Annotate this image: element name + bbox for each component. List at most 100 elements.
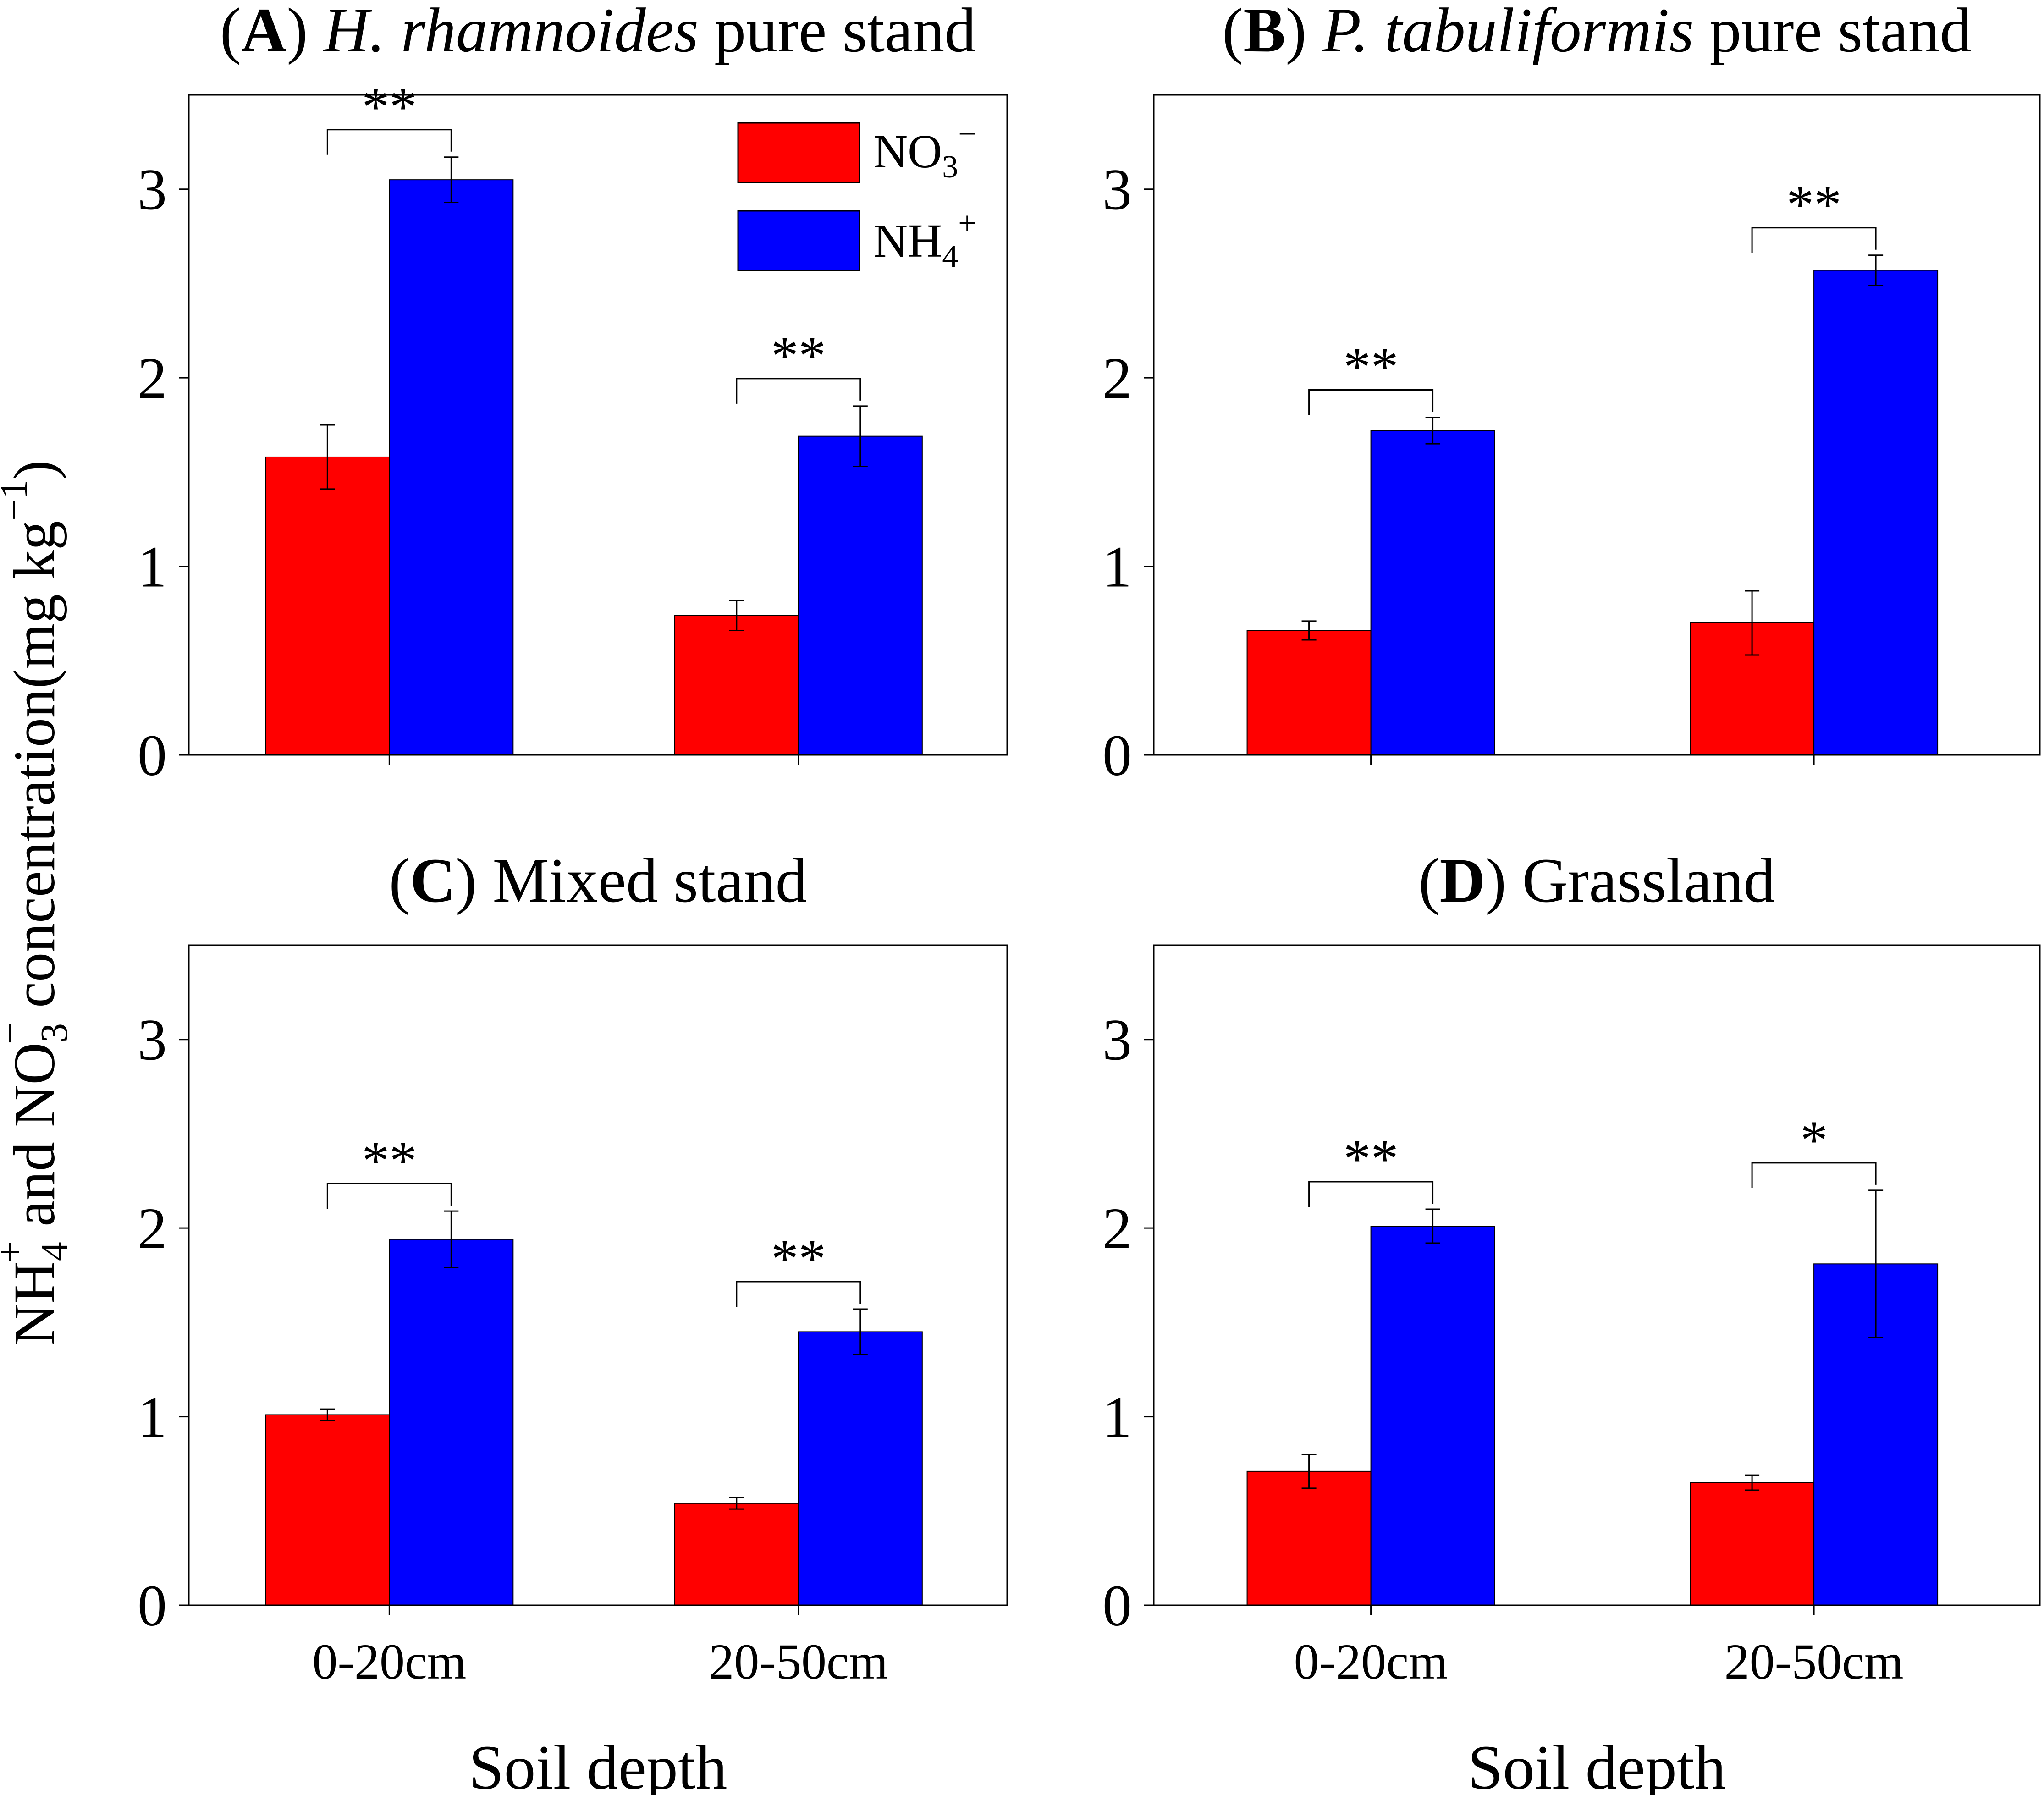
panel-title-part: ) xyxy=(286,0,323,65)
y-tick-label: 2 xyxy=(1102,346,1132,411)
bar-no3-1 xyxy=(1246,1470,1372,1606)
bar-no3-1 xyxy=(1246,630,1372,755)
significance-bracket xyxy=(736,378,861,404)
panel-title-part: pure stand xyxy=(1694,0,1972,65)
panel-title-part: B xyxy=(1243,0,1285,65)
legend-nh4-sub: 4 xyxy=(942,239,958,274)
bar-nh4-1 xyxy=(389,1239,514,1606)
y-label-sup: − xyxy=(0,1023,32,1044)
panel-title-part: ( xyxy=(389,845,410,915)
y-tick-label: 1 xyxy=(138,1385,167,1450)
panel-title-part: Mixed stand xyxy=(493,845,807,915)
significance-label: ** xyxy=(362,76,417,137)
bar-nh4-1 xyxy=(1370,1226,1495,1606)
panel-title-part: A xyxy=(241,0,287,65)
significance-bracket xyxy=(326,1183,452,1209)
panel-d: (D) Grassland 0 1 2 3 ** 0-20cm * 20-50cm Soil de… xyxy=(1102,845,2041,1795)
y-label-part: and NO xyxy=(2,1042,67,1241)
bar-nh4-2 xyxy=(1813,270,1939,756)
legend-no3-sup: − xyxy=(958,116,976,152)
x-axis-label: Soil depth xyxy=(1468,1732,1726,1795)
bar-nh4-1 xyxy=(389,179,514,756)
y-tick-label: 0 xyxy=(1102,723,1132,788)
x-axis-label: Soil depth xyxy=(469,1732,727,1795)
significance-bracket xyxy=(1751,227,1877,253)
panel-title: (C) Mixed stand xyxy=(389,845,807,915)
y-label-sup: −1 xyxy=(0,480,35,521)
bar-no3-2 xyxy=(674,615,799,755)
panel-title-part: ( xyxy=(220,0,241,65)
panel-title-part: ( xyxy=(1419,845,1440,915)
significance-label: ** xyxy=(1344,1128,1399,1189)
panel-title-part: ) xyxy=(1285,0,1322,65)
y-label-sub: 3 xyxy=(33,1023,76,1042)
y-tick-label: 2 xyxy=(1102,1196,1132,1261)
y-tick-label: 1 xyxy=(1102,534,1132,600)
y-tick-label: 1 xyxy=(138,534,167,600)
y-tick-label: 0 xyxy=(1102,1573,1132,1638)
significance-label: ** xyxy=(362,1130,417,1191)
plot-frame xyxy=(1153,944,2041,1606)
y-tick-label: 2 xyxy=(138,1196,167,1261)
legend-no3-sub: 3 xyxy=(942,149,958,185)
significance-label: ** xyxy=(771,325,826,386)
y-tick-label: 3 xyxy=(138,157,167,222)
legend-nh4-base: NH xyxy=(873,215,942,267)
plot-frame xyxy=(188,94,1008,756)
y-label-part: concentration(mg kg xyxy=(2,521,67,1023)
y-tick-label: 0 xyxy=(138,1573,167,1638)
significance-label: ** xyxy=(1786,174,1841,235)
panel-title-part: pure stand xyxy=(699,0,976,65)
y-tick-label: 2 xyxy=(138,346,167,411)
y-tick-label: 3 xyxy=(1102,157,1132,222)
legend-label-no3: NO3− xyxy=(873,116,976,185)
panel-title: (B) P. tabuliformis pure stand xyxy=(1222,0,1971,65)
panel-c: (C) Mixed stand 0 1 2 3 ** 0-20cm ** 20-50cm Soil… xyxy=(138,845,1008,1795)
bar-nh4-2 xyxy=(798,435,923,755)
y-axis-label: NH4+ and NO3− concentration(mg kg−1) xyxy=(0,460,76,1346)
legend-swatch-no3 xyxy=(737,122,860,183)
y-label-sub: 4 xyxy=(33,1242,76,1261)
legend-no3-base: NO xyxy=(873,125,942,178)
y-tick-label: 3 xyxy=(138,1008,167,1073)
y-label-sup: + xyxy=(0,1241,32,1263)
significance-bracket xyxy=(1751,1162,1877,1188)
panel-title-part: Grassland xyxy=(1522,845,1775,915)
y-label-part: NH xyxy=(2,1261,67,1346)
legend-nh4-sup: + xyxy=(958,206,976,241)
panel-title-part: C xyxy=(410,845,456,915)
bar-no3-2 xyxy=(674,1503,799,1606)
panel-title-part: ) xyxy=(1485,845,1522,915)
panel-title-part: ( xyxy=(1222,0,1243,65)
panel-title-part: P. tabuliformis xyxy=(1322,0,1694,65)
bar-nh4-2 xyxy=(798,1331,923,1606)
legend-label-nh4: NH4+ xyxy=(873,206,976,274)
x-tick-label: 20-50cm xyxy=(1724,1634,1904,1690)
panels: (A) H. rhamnoides pure stand0123****(B) … xyxy=(138,0,2041,1795)
panel-a: (A) H. rhamnoides pure stand 0 1 2 3 ** ** xyxy=(138,0,1008,788)
significance-bracket xyxy=(1308,389,1434,415)
panel-b: (B) P. tabuliformis pure stand 0 1 2 3 ** ** xyxy=(1102,0,2041,788)
x-tick-label: 0-20cm xyxy=(1294,1634,1448,1690)
y-tick-label: 3 xyxy=(1102,1008,1132,1073)
plot-frame xyxy=(188,944,1008,1606)
significance-label: ** xyxy=(771,1228,826,1289)
bar-nh4-1 xyxy=(1370,430,1495,755)
panel-title: (A) H. rhamnoides pure stand xyxy=(220,0,976,65)
y-tick-label: 0 xyxy=(138,723,167,788)
panel-title: (D) Grassland xyxy=(1419,845,1775,915)
y-tick-label: 1 xyxy=(1102,1385,1132,1450)
x-tick-label: 20-50cm xyxy=(709,1634,888,1690)
bar-no3-2 xyxy=(1690,1482,1815,1606)
x-tick-label: 0-20cm xyxy=(312,1634,466,1690)
significance-bracket xyxy=(736,1281,861,1307)
significance-bracket xyxy=(326,129,452,155)
plot-frame xyxy=(1153,94,2041,756)
panel-title-part: H. rhamnoides xyxy=(323,0,699,65)
legend: NO3− NH4+ xyxy=(737,116,976,274)
bar-no3-1 xyxy=(265,1414,390,1606)
panel-title-part: ) xyxy=(456,845,492,915)
legend-swatch-nh4 xyxy=(737,210,860,271)
significance-label: ** xyxy=(1344,336,1399,397)
